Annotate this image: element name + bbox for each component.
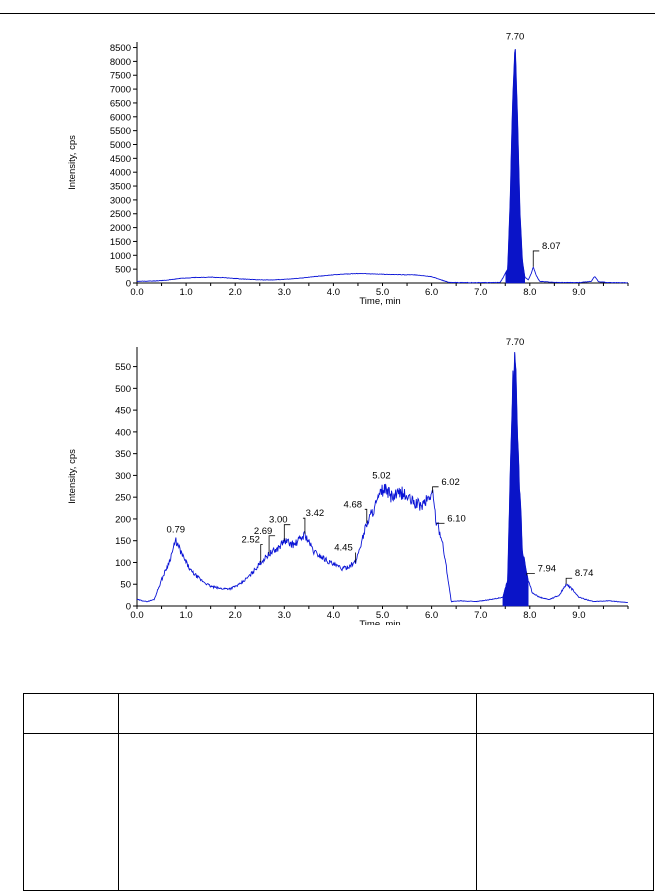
y-tick-label: 3000 xyxy=(110,195,131,206)
x-axis-title: Time, min xyxy=(359,619,400,625)
y-tick-label: 7000 xyxy=(110,85,131,96)
x-tick-label: 1.0 xyxy=(179,610,192,621)
y-tick-label: 500 xyxy=(115,384,131,395)
y-tick-label: 0 xyxy=(126,279,131,290)
y-tick-label: 5500 xyxy=(110,126,131,137)
y-tick-label: 300 xyxy=(115,471,131,482)
table-cell xyxy=(23,693,119,734)
table-cell xyxy=(118,733,477,891)
peak-label: 2.52 xyxy=(241,534,260,545)
y-tick-label: 50 xyxy=(120,580,131,591)
y-tick-label: 500 xyxy=(115,265,131,276)
peak-label: 3.42 xyxy=(306,508,325,519)
peak-label-leader xyxy=(302,517,306,535)
x-tick-label: 4.0 xyxy=(327,610,340,621)
y-tick-label: 8000 xyxy=(110,57,131,68)
x-tick-label: 4.0 xyxy=(327,287,340,298)
y-tick-label: 7500 xyxy=(110,71,131,82)
peak-label: 0.79 xyxy=(167,525,186,536)
x-tick-label: 9.0 xyxy=(572,287,585,298)
x-tick-label: 0.0 xyxy=(130,287,143,298)
x-axis-title: Time, min xyxy=(359,296,400,307)
table-cell xyxy=(476,693,654,734)
peak-label: 7.70 xyxy=(506,337,525,348)
x-tick-label: 3.0 xyxy=(278,287,291,298)
integrated-peak-area xyxy=(505,49,525,284)
signal-trace xyxy=(136,352,628,604)
x-tick-label: 3.0 xyxy=(278,610,291,621)
y-tick-label: 5000 xyxy=(110,140,131,151)
x-tick-label: 6.0 xyxy=(425,610,438,621)
x-tick-label: 5.0 xyxy=(376,287,389,298)
x-tick-label: 7.0 xyxy=(474,610,487,621)
peak-label: 4.68 xyxy=(344,499,363,510)
y-tick-label: 550 xyxy=(115,362,131,373)
y-tick-label: 6500 xyxy=(110,98,131,109)
peak-label: 6.02 xyxy=(441,477,460,488)
signal-trace xyxy=(136,49,628,284)
table-row xyxy=(23,693,654,734)
peak-label-leader xyxy=(260,544,263,563)
peak-label-leader xyxy=(526,573,535,576)
peak-label: 3.00 xyxy=(269,515,288,526)
y-tick-label: 0 xyxy=(126,602,131,613)
x-tick-label: 7.0 xyxy=(474,287,487,298)
x-tick-label: 2.0 xyxy=(229,610,242,621)
y-tick-label: 6000 xyxy=(110,112,131,123)
y-tick-label: 1000 xyxy=(110,251,131,262)
peak-label-leader xyxy=(283,524,291,541)
peak-label: 4.45 xyxy=(334,542,353,553)
x-tick-label: 1.0 xyxy=(179,287,192,298)
top-rule xyxy=(0,13,655,14)
chromatogram-2: 0 50 100 150 200 250 300 350 400 450 500 550 0.0 1.0 2… xyxy=(67,337,629,625)
y-tick-label: 250 xyxy=(115,493,131,504)
peak-label: 8.74 xyxy=(575,568,594,579)
y-axis-title: Intensity, cps xyxy=(67,135,78,190)
x-tick-label: 9.0 xyxy=(572,610,585,621)
peak-label-leader xyxy=(268,535,276,554)
table-cell xyxy=(23,733,119,891)
y-tick-label: 200 xyxy=(115,514,131,525)
peak-label: 8.07 xyxy=(542,241,561,252)
table-row xyxy=(23,733,654,891)
table-cell xyxy=(476,733,654,891)
y-tick-label: 400 xyxy=(115,427,131,438)
y-tick-label: 450 xyxy=(115,406,131,417)
x-tick-label: 8.0 xyxy=(523,610,536,621)
table-cell xyxy=(118,693,477,734)
integrated-peak-area xyxy=(502,352,529,607)
y-tick-label: 100 xyxy=(115,558,131,569)
peak-label-leader xyxy=(432,486,439,493)
data-table xyxy=(23,693,654,891)
peak-label-leader xyxy=(565,577,573,585)
peak-label: 7.70 xyxy=(506,31,525,42)
y-axis-title: Intensity, cps xyxy=(67,449,78,504)
y-tick-label: 1500 xyxy=(110,237,131,248)
y-tick-label: 8500 xyxy=(110,43,131,54)
x-tick-label: 6.0 xyxy=(425,287,438,298)
y-tick-label: 150 xyxy=(115,536,131,547)
y-tick-label: 2000 xyxy=(110,223,131,234)
y-tick-label: 4500 xyxy=(110,154,131,165)
peak-label-leader xyxy=(364,508,368,524)
x-tick-label: 8.0 xyxy=(523,287,536,298)
peak-label: 6.10 xyxy=(447,513,466,524)
y-tick-label: 3500 xyxy=(110,182,131,193)
peak-label: 7.94 xyxy=(538,564,557,575)
peak-label: 2.69 xyxy=(254,526,273,537)
y-tick-label: 4000 xyxy=(110,168,131,179)
y-tick-label: 350 xyxy=(115,449,131,460)
x-tick-label: 5.0 xyxy=(376,610,389,621)
x-tick-label: 0.0 xyxy=(130,610,143,621)
x-tick-label: 2.0 xyxy=(229,287,242,298)
peak-label: 5.02 xyxy=(372,470,391,481)
peak-label-leader xyxy=(532,250,540,267)
y-tick-label: 2500 xyxy=(110,209,131,220)
chromatogram-1: 0 500 1000 1500 2000 2500 3000 3500 4000 4500 5000… xyxy=(67,31,629,307)
